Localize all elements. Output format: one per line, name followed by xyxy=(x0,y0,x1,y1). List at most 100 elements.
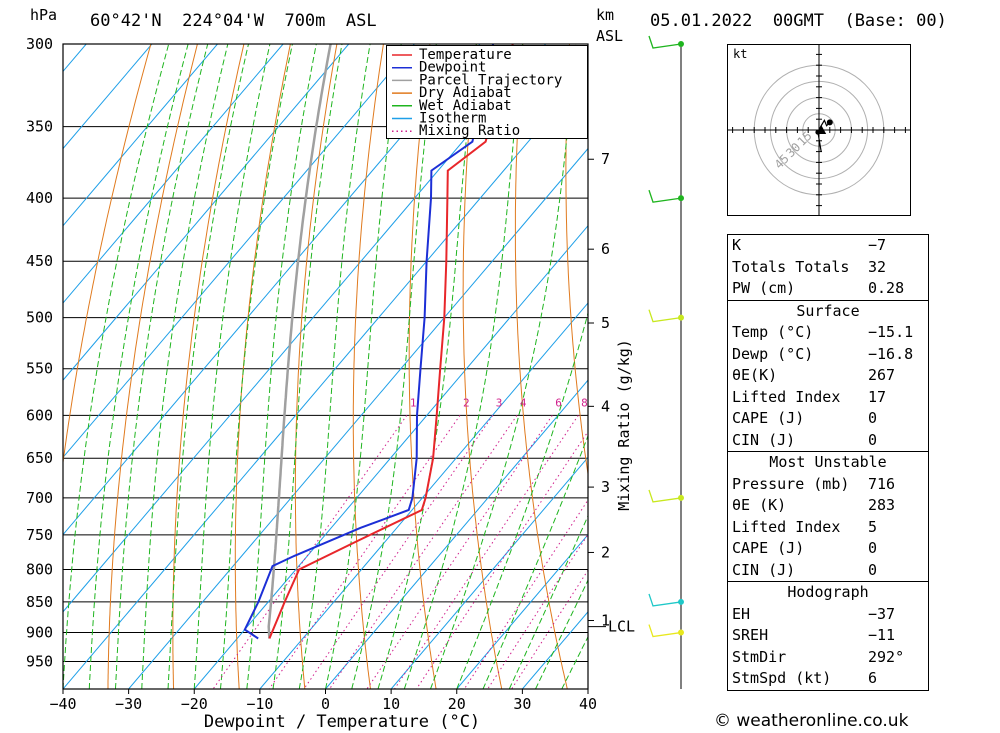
isotherm-line xyxy=(390,456,588,689)
surface-section: Surface Temp (°C) −15.1 Dewp (°C) −16.8 θE(K… xyxy=(728,299,928,452)
km-tick-label: 7 xyxy=(601,150,610,168)
surface-index-label: CAPE (J) xyxy=(732,409,805,427)
mixing-ratio-label: 3 xyxy=(496,396,503,409)
wet-adiabat-line xyxy=(220,44,293,689)
pressure-tick-label: 600 xyxy=(26,406,53,424)
pressure-tick-label: 350 xyxy=(26,118,53,136)
hodograph-index-row: StmDir 292° xyxy=(728,647,928,669)
pressure-unit-label: hPa xyxy=(30,6,58,24)
most-unstable-index-label: Lifted Index xyxy=(732,517,841,536)
most-unstable-index-row: Lifted Index 5 xyxy=(728,517,928,539)
most-unstable-index-value: 5 xyxy=(868,517,878,536)
pressure-tick-label: 850 xyxy=(26,593,53,611)
pressure-tick-label: 300 xyxy=(26,35,53,53)
wind-barb xyxy=(648,624,682,638)
dry-adiabat-line xyxy=(514,44,568,689)
wet-adiabat-line xyxy=(298,44,371,689)
dry-adiabat-line xyxy=(408,44,437,689)
most-unstable-index-value: 0 xyxy=(868,539,878,557)
general-index-label: K xyxy=(732,236,742,254)
surface-index-label: Lifted Index xyxy=(732,387,841,406)
plot-frame xyxy=(62,43,589,690)
mixing-ratio-label: 4 xyxy=(520,396,527,409)
most-unstable-index-label: CIN (J) xyxy=(732,560,796,579)
surface-index-label: Temp (°C) xyxy=(732,323,814,341)
storm-motion-marker xyxy=(816,125,827,134)
isotherm-line xyxy=(456,533,588,689)
most-unstable-index-value: 283 xyxy=(868,496,896,514)
isotherm-line xyxy=(587,688,588,689)
isotherm-line xyxy=(63,44,481,536)
dry-adiabat-line xyxy=(565,44,588,478)
surface-index-value: −16.8 xyxy=(868,344,914,363)
most-unstable-title: Most Unstable xyxy=(769,453,887,471)
hodograph-index-value: 6 xyxy=(868,669,878,687)
km-tick-label: 3 xyxy=(601,478,610,496)
mixing-ratio-label: 6 xyxy=(555,396,562,409)
wet-adiabat-line xyxy=(351,44,437,689)
indices-panel: K −7 Totals Totals 32 PW (cm) 0.28 Surface Te… xyxy=(727,234,929,691)
surface-index-value: 17 xyxy=(868,387,887,406)
general-index-row: K −7 xyxy=(728,235,928,257)
km-unit-label: km xyxy=(596,6,615,24)
wet-adiabat-line xyxy=(246,44,317,689)
skew-t-diagram: 1 2 3 4 6 8 10 16 20 25 3003504004505005506006507… xyxy=(26,35,700,732)
mixing-ratio-label: 20 xyxy=(665,396,678,409)
x-axis-label: Dewpoint / Temperature (°C) xyxy=(204,712,480,732)
wind-barb xyxy=(648,489,682,503)
x-tick-label: 0 xyxy=(321,695,330,713)
pressure-tick-label: 450 xyxy=(26,252,53,270)
mixing-ratio-line xyxy=(463,499,588,689)
mixing-ratio-label: 16 xyxy=(643,396,656,409)
general-indices: K −7 Totals Totals 32 PW (cm) 0.28 xyxy=(728,235,928,300)
mixing-ratio-line xyxy=(394,415,579,689)
x-tick-label: −20 xyxy=(181,695,208,713)
hodograph-index-label: SREH xyxy=(732,626,769,644)
mixing-ratio-label: 8 xyxy=(581,396,588,409)
surface-index-value: 267 xyxy=(868,366,896,384)
hodograph-index-label: StmSpd (kt) xyxy=(732,669,832,687)
hodograph-trace-low xyxy=(817,132,822,152)
location-title: 60°42'N 224°04'W 700m ASL xyxy=(90,11,377,31)
hodograph-title: Hodograph xyxy=(787,583,869,601)
mixing-ratio-line xyxy=(268,415,461,689)
legend: Temperature Dewpoint Parcel Trajectory Dry … xyxy=(386,45,588,139)
isotherm-line xyxy=(654,44,700,689)
hodograph-index-row: EH −37 xyxy=(728,604,928,626)
most-unstable-index-label: θE (K) xyxy=(732,496,787,514)
general-index-row: PW (cm) 0.28 xyxy=(728,278,928,300)
wet-adiabat-line xyxy=(167,44,249,689)
most-unstable-index-value: 0 xyxy=(868,560,878,579)
hodograph-index-label: StmDir xyxy=(732,647,787,666)
wind-barb xyxy=(648,189,682,203)
isotherm-line xyxy=(63,44,153,150)
general-index-value: 0.28 xyxy=(868,279,905,297)
dry-adiabat-line xyxy=(172,44,245,689)
isotherm-line xyxy=(63,44,218,227)
x-tick-label: 20 xyxy=(448,695,466,713)
dry-adiabat-line xyxy=(352,44,384,689)
pressure-tick-label: 400 xyxy=(26,189,53,207)
wet-adiabat-line xyxy=(403,44,523,689)
x-tick-label: −30 xyxy=(115,695,142,713)
isotherm-line xyxy=(63,44,547,613)
hodograph-unit-label: kt xyxy=(733,47,747,61)
pressure-tick-label: 700 xyxy=(26,489,53,507)
pressure-tick-label: 900 xyxy=(26,624,53,642)
hodograph-index-label: EH xyxy=(732,604,751,623)
hodograph-panel: 15 30 45 kt xyxy=(727,44,911,216)
surface-index-value: 0 xyxy=(868,430,878,449)
mixing-ratio-line xyxy=(303,415,494,689)
km-tick-label: 1 xyxy=(601,612,610,630)
most-unstable-index-row: Pressure (mb) 716 xyxy=(728,474,928,496)
surface-index-label: Dewp (°C) xyxy=(732,344,814,363)
copyright-link[interactable]: © weatheronline.co.uk xyxy=(714,711,909,731)
pressure-tick-label: 550 xyxy=(26,360,53,378)
dewpoint-profile-line xyxy=(243,44,495,640)
hodograph-index-value: −11 xyxy=(868,626,896,644)
legend-label: Mixing Ratio xyxy=(419,123,520,138)
mixing-ratio-label: 25 xyxy=(688,396,700,409)
most-unstable-index-row: θE (K) 283 xyxy=(728,495,928,517)
wet-adiabat-line xyxy=(272,44,343,689)
legend-label: Isotherm xyxy=(419,111,486,127)
